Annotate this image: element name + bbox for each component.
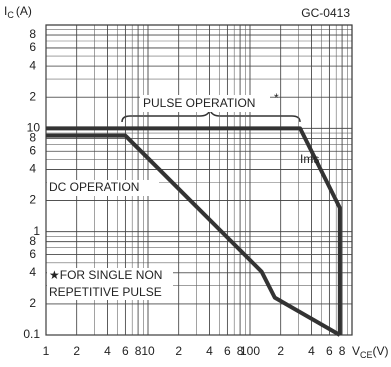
x-axis-main: V: [352, 344, 360, 358]
y-tick-label: 2: [29, 193, 36, 207]
figure-code: GC-0413: [301, 6, 350, 20]
x-tick-label: 8: [339, 344, 346, 358]
y-tick-label: 10: [27, 121, 41, 135]
y-tick-label: 8: [29, 131, 36, 145]
x-axis-title: VCE(V): [352, 344, 389, 360]
y-tick-label: 0.1: [23, 327, 40, 341]
y-tick-label: 8: [29, 234, 36, 248]
x-tick-label: 4: [308, 344, 315, 358]
y-axis-title: IC (A): [4, 4, 32, 20]
x-tick-label: 2: [277, 344, 284, 358]
annotation: *: [274, 91, 279, 105]
annotation: DC OPERATION: [49, 180, 139, 194]
x-tick-label: 2: [73, 344, 80, 358]
x-tick-label: 6: [326, 344, 333, 358]
curve: [46, 133, 341, 337]
x-tick-label: 1: [43, 344, 50, 358]
x-tick-label: 10: [141, 344, 155, 358]
annotation: REPETITIVE PULSE: [49, 285, 162, 299]
x-tick-label: 6: [224, 344, 231, 358]
x-axis-unit: (V): [373, 344, 389, 358]
y-tick-label: 1: [33, 224, 40, 238]
annotation: ★FOR SINGLE NON: [49, 268, 162, 282]
x-axis-sub: CE: [360, 350, 373, 360]
y-tick-label: 4: [29, 58, 36, 72]
y-tick-label: 4: [29, 265, 36, 279]
curve: [46, 126, 342, 335]
y-tick-label: 2: [29, 296, 36, 310]
label-backing: [47, 180, 159, 196]
y-tick-label: 6: [29, 40, 36, 54]
y-axis-unit: (A): [16, 4, 32, 18]
label-backing: [47, 268, 173, 300]
y-tick-label: 4: [29, 162, 36, 176]
y-tick-label: 8: [29, 27, 36, 41]
curve-label: Ims: [300, 152, 319, 166]
x-tick-label: 6: [122, 344, 129, 358]
y-axis-main: I: [4, 4, 7, 18]
annotation: PULSE OPERATION: [143, 96, 255, 110]
x-tick-label: 100: [240, 344, 260, 358]
y-tick-label: 6: [29, 247, 36, 261]
y-axis-sub: C: [7, 10, 14, 20]
x-tick-label: 8: [237, 344, 244, 358]
y-tick-label: 6: [29, 143, 36, 157]
label-backing: [140, 95, 270, 112]
x-tick-label: 4: [104, 344, 111, 358]
x-tick-label: 8: [135, 344, 142, 358]
x-tick-label: 2: [175, 344, 182, 358]
x-tick-label: 4: [206, 344, 213, 358]
y-tick-label: 2: [29, 89, 36, 103]
